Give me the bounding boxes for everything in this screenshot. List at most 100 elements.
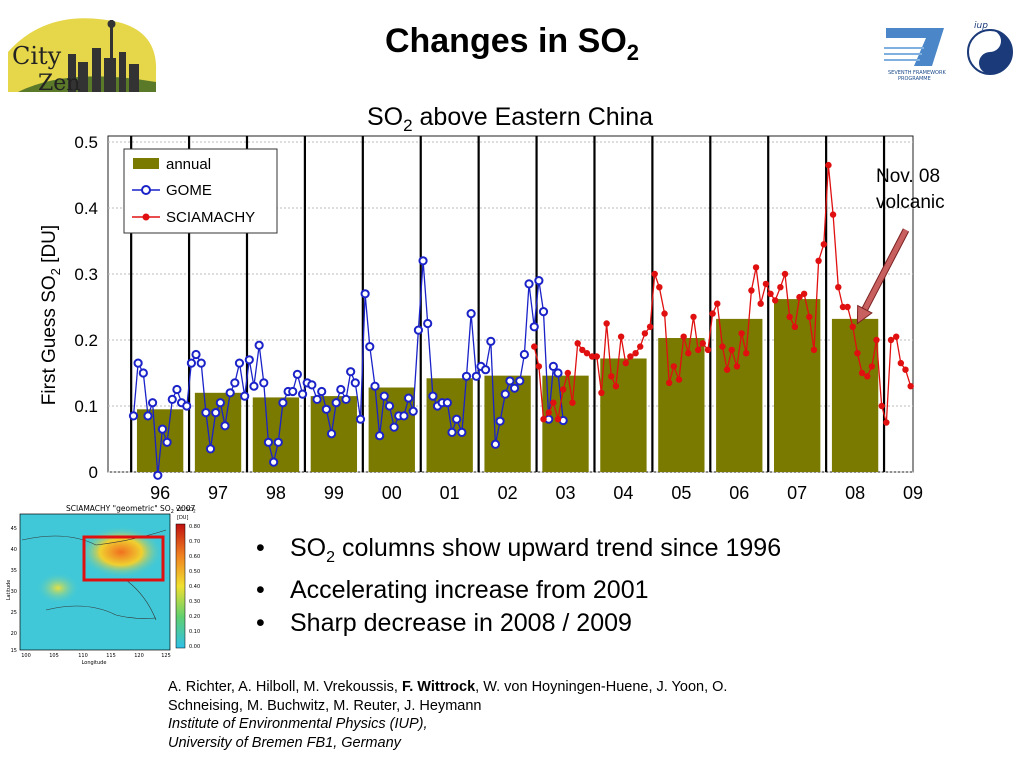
sciamachy-point bbox=[627, 353, 634, 360]
colorbar-tick-label: 0.50 bbox=[189, 569, 200, 575]
sciamachy-point bbox=[849, 323, 856, 330]
svg-text:20: 20 bbox=[11, 631, 17, 637]
svg-text:115: 115 bbox=[106, 653, 116, 659]
gome-point bbox=[442, 398, 452, 408]
annual-bar bbox=[716, 318, 763, 472]
legend-gome-label: GOME bbox=[166, 182, 212, 199]
gome-point bbox=[249, 381, 259, 391]
gome-point bbox=[288, 386, 298, 397]
gome-point bbox=[254, 340, 264, 350]
sciamachy-point bbox=[641, 330, 649, 337]
sciamachy-point bbox=[694, 346, 702, 354]
gome-point bbox=[153, 470, 163, 480]
volcanic-arrow bbox=[856, 228, 910, 325]
sciamachy-point bbox=[583, 350, 591, 357]
sciamachy-point bbox=[651, 270, 658, 278]
sciamachy-point bbox=[714, 300, 721, 307]
gome-point bbox=[133, 358, 143, 368]
svg-text:[DU]: [DU] bbox=[177, 515, 188, 521]
sciamachy-point bbox=[728, 346, 735, 354]
sciamachy-point bbox=[800, 290, 808, 297]
annual-bar bbox=[484, 375, 531, 472]
gome-point bbox=[297, 389, 308, 399]
legend-sciamachy-marker bbox=[142, 213, 150, 221]
y-tick-label: 0.4 bbox=[74, 199, 98, 218]
colorbar-tick-label: 0.60 bbox=[189, 554, 200, 560]
sciamachy-point bbox=[646, 323, 654, 330]
sciamachy-point bbox=[825, 161, 832, 169]
sciamachy-point bbox=[608, 373, 615, 380]
sciamachy-point bbox=[893, 333, 900, 340]
sciamachy-point bbox=[574, 340, 581, 347]
svg-text:35: 35 bbox=[11, 568, 17, 574]
gome-point bbox=[379, 391, 389, 401]
sciamachy-point bbox=[637, 343, 644, 350]
sciamachy-point bbox=[752, 264, 760, 271]
gome-point bbox=[225, 388, 235, 398]
sciamachy-point bbox=[690, 313, 697, 321]
sciamachy-point bbox=[858, 369, 866, 377]
x-tick-label: 98 bbox=[266, 483, 286, 500]
svg-text:45: 45 bbox=[11, 526, 17, 532]
sciamachy-point bbox=[569, 399, 576, 406]
annual-bar bbox=[136, 409, 184, 472]
svg-text:15: 15 bbox=[11, 648, 17, 654]
x-tick-label: 96 bbox=[150, 483, 170, 500]
x-tick-label: 04 bbox=[613, 483, 633, 500]
sciamachy-point bbox=[593, 353, 600, 360]
inset-title: SCIAMACHY "geometric" SO2 2007 bbox=[66, 504, 196, 515]
gome-point bbox=[162, 437, 172, 447]
inset-so2-map: SCIAMACHY "geometric" SO2 2007 45 40 35 … bbox=[6, 504, 200, 666]
annual-bar bbox=[600, 358, 647, 472]
gome-point bbox=[307, 380, 317, 390]
cityzen-logo: City Zen bbox=[8, 18, 157, 92]
gome-point bbox=[457, 427, 467, 437]
gome-point bbox=[172, 384, 182, 395]
sciamachy-point bbox=[632, 350, 639, 357]
annotation-line1: Nov. 08 bbox=[876, 166, 940, 187]
arrow-shaft bbox=[862, 228, 909, 311]
svg-text:110: 110 bbox=[78, 653, 88, 659]
gome-point bbox=[509, 383, 520, 393]
gome-point bbox=[534, 276, 544, 286]
gome-point bbox=[413, 325, 424, 335]
sciamachy-point bbox=[550, 399, 557, 406]
gome-point bbox=[157, 424, 168, 434]
sciamachy-point bbox=[675, 376, 683, 383]
gome-point bbox=[191, 349, 201, 360]
gome-point bbox=[375, 431, 385, 441]
sciamachy-point bbox=[854, 350, 861, 357]
x-tick-label: 97 bbox=[208, 483, 228, 500]
gome-point bbox=[336, 384, 346, 395]
sciamachy-point bbox=[844, 303, 851, 311]
gome-point bbox=[418, 256, 428, 266]
bullet-item: Sharp decrease in 2008 / 2009 bbox=[250, 607, 781, 640]
gome-point bbox=[147, 398, 158, 408]
gome-point bbox=[428, 391, 438, 401]
sciamachy-point bbox=[704, 346, 712, 354]
sciamachy-point bbox=[762, 280, 770, 288]
svg-text:100: 100 bbox=[21, 653, 31, 659]
sciamachy-point bbox=[835, 284, 842, 291]
colorbar-tick-label: 0.00 bbox=[189, 644, 200, 650]
gome-point bbox=[350, 378, 360, 388]
gome-point bbox=[519, 349, 529, 360]
gome-point bbox=[186, 358, 196, 368]
gome-point bbox=[143, 411, 153, 421]
gome-point bbox=[211, 408, 221, 418]
x-tick-label: 01 bbox=[440, 483, 460, 500]
x-tick-label: 08 bbox=[845, 483, 865, 500]
x-tick-label: 02 bbox=[498, 483, 518, 500]
sciamachy-point bbox=[743, 350, 750, 357]
svg-text:SEVENTH FRAMEWORK: SEVENTH FRAMEWORK bbox=[888, 70, 946, 76]
gome-point bbox=[230, 378, 240, 388]
gome-point bbox=[138, 368, 148, 378]
credits-authors: A. Richter, A. Hilboll, M. Vrekoussis, F… bbox=[168, 679, 728, 695]
gome-point bbox=[215, 398, 225, 408]
gome-point bbox=[461, 371, 472, 381]
y-tick-label: 0.3 bbox=[74, 265, 98, 284]
slide-title: Changes in SO2 bbox=[384, 22, 640, 65]
sciamachy-point bbox=[622, 359, 629, 367]
legend-sciamachy-label: SCIAMACHY bbox=[166, 209, 255, 226]
gome-point bbox=[273, 437, 283, 447]
